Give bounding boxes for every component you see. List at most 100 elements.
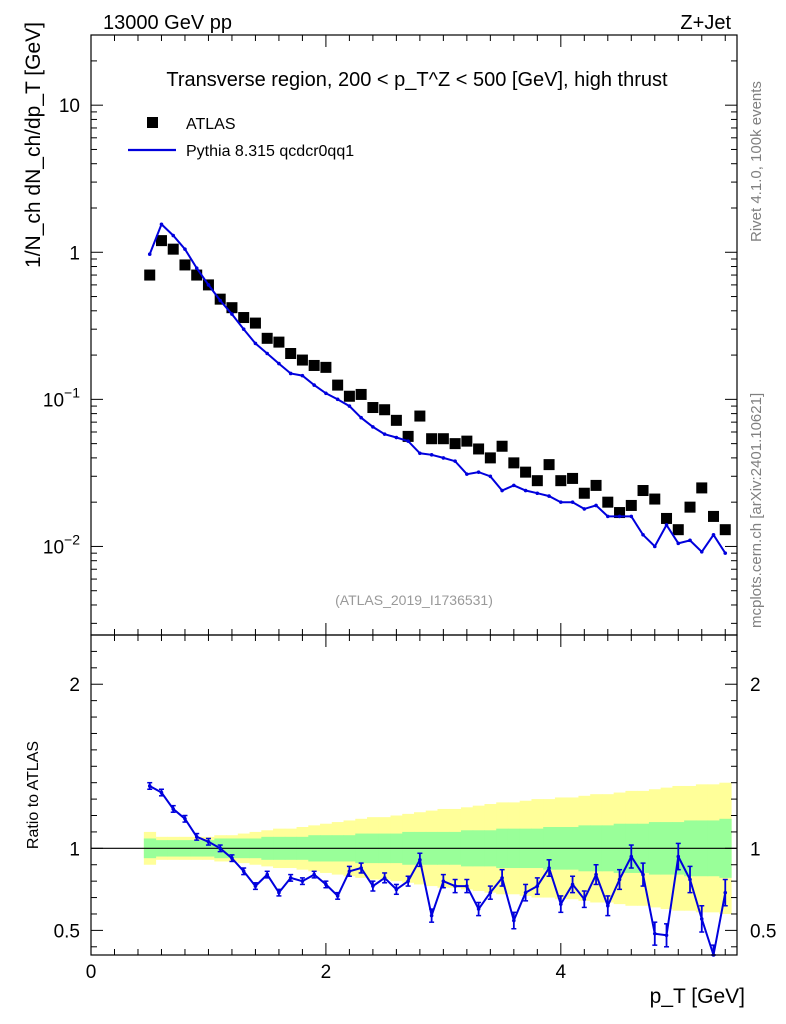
pythia-point bbox=[335, 397, 340, 402]
ratio-pythia-point bbox=[488, 890, 493, 895]
atlas-data-point bbox=[508, 457, 520, 469]
ratio-pythia-point bbox=[652, 931, 657, 936]
ratio-pythia-point bbox=[500, 876, 504, 880]
pythia-point bbox=[159, 222, 164, 227]
energy-label: 13000 GeV pp bbox=[103, 12, 232, 34]
atlas-data-point bbox=[426, 433, 438, 445]
pythia-point bbox=[617, 514, 622, 519]
pythia-point bbox=[183, 247, 187, 251]
atlas-data-point bbox=[167, 243, 179, 255]
pythia-point bbox=[312, 383, 316, 387]
ratio-pythia-point bbox=[476, 907, 481, 911]
process-label: Z+Jet bbox=[680, 12, 731, 34]
pythia-point bbox=[688, 538, 692, 543]
atlas-data-point bbox=[684, 501, 696, 513]
pythia-point bbox=[230, 312, 234, 316]
pythia-point bbox=[629, 514, 634, 519]
ratio-pythia-point bbox=[535, 884, 540, 888]
atlas-data-point bbox=[332, 379, 344, 391]
ratio-pythia-point bbox=[371, 884, 375, 888]
atlas-data-point bbox=[285, 348, 297, 360]
pythia-point bbox=[265, 351, 269, 356]
ratio-pythia-line bbox=[149, 785, 727, 956]
pythia-point bbox=[429, 452, 434, 457]
pythia-point bbox=[559, 500, 563, 504]
atlas-data-point bbox=[449, 438, 461, 450]
atlas-data-point bbox=[261, 332, 273, 344]
atlas-data-point bbox=[179, 259, 191, 271]
pythia-point bbox=[382, 432, 387, 436]
ratio-pythia-point bbox=[594, 872, 598, 877]
ratio-pythia-point bbox=[265, 872, 269, 877]
ratio-y-tick-label: 1 bbox=[69, 839, 80, 860]
atlas-data-point bbox=[296, 354, 308, 366]
pythia-point bbox=[500, 488, 504, 493]
pythia-point bbox=[194, 266, 199, 270]
atlas-data-point bbox=[578, 487, 590, 499]
atlas-data-point bbox=[531, 475, 543, 487]
ratio-y-tick-label: 2 bbox=[69, 675, 80, 696]
atlas-data-point bbox=[543, 459, 555, 471]
ratio-pythia-point bbox=[359, 866, 363, 870]
atlas-data-point bbox=[226, 302, 238, 314]
ratio-pythia-point bbox=[699, 917, 704, 921]
pythia-point bbox=[418, 451, 422, 456]
mcplots-label: mcplots.cern.ch [arXiv:2401.10621] bbox=[748, 392, 765, 628]
pythia-point bbox=[371, 425, 375, 429]
ratio-pythia-point bbox=[606, 903, 610, 908]
x-axis-label: p_T [GeV] bbox=[650, 985, 745, 1008]
x-tick-label: 2 bbox=[321, 962, 332, 983]
pythia-point bbox=[606, 514, 610, 519]
atlas-data-point bbox=[273, 336, 285, 348]
ratio-pythia-point bbox=[335, 894, 340, 898]
pythia-point bbox=[535, 491, 540, 496]
legend-marker-atlas bbox=[147, 117, 158, 128]
pythia-point bbox=[347, 404, 352, 408]
pythia-point bbox=[711, 532, 716, 537]
pythia-point bbox=[523, 488, 528, 493]
atlas-data-point bbox=[379, 404, 391, 416]
pythia-point bbox=[206, 283, 211, 287]
pythia-point bbox=[676, 541, 681, 546]
atlas-data-point bbox=[625, 499, 637, 511]
legend-label-atlas: ATLAS bbox=[186, 116, 236, 133]
y-tick-label: 1 bbox=[69, 243, 80, 264]
atlas-data-point bbox=[437, 433, 449, 445]
ratio-pythia-point bbox=[183, 816, 187, 821]
pythia-point bbox=[570, 500, 575, 504]
atlas-data-point bbox=[343, 390, 355, 402]
ratio-pythia-point bbox=[230, 856, 234, 860]
ratio-pythia-point bbox=[324, 882, 328, 887]
atlas-data-point bbox=[590, 479, 602, 491]
ratio-y-tick-label-right: 0.5 bbox=[750, 921, 776, 942]
atlas-data-point bbox=[249, 317, 261, 329]
ratio-pythia-point bbox=[206, 839, 211, 844]
ratio-pythia-point bbox=[523, 890, 528, 895]
pythia-point bbox=[300, 373, 305, 378]
ratio-pythia-point bbox=[582, 897, 587, 902]
atlas-data-point bbox=[672, 524, 684, 536]
rivet-version-label: Rivet 4.1.0, 100k events bbox=[748, 81, 765, 242]
ratio-pythia-point bbox=[312, 872, 316, 877]
pythia-point bbox=[512, 483, 516, 488]
atlas-data-point bbox=[414, 410, 426, 422]
ratio-y-axis-label: Ratio to ATLAS bbox=[25, 741, 42, 849]
pythia-point bbox=[441, 456, 446, 460]
analysis-watermark: (ATLAS_2019_I1736531) bbox=[335, 592, 493, 608]
pythia-point bbox=[652, 544, 657, 549]
ratio-pythia-point bbox=[171, 807, 176, 811]
ratio-pythia-point bbox=[382, 876, 387, 880]
ratio-pythia-point bbox=[277, 890, 281, 895]
ratio-pythia-point bbox=[147, 784, 152, 788]
atlas-data-point bbox=[484, 452, 496, 464]
pythia-point bbox=[359, 415, 363, 420]
pythia-point bbox=[241, 327, 246, 331]
atlas-data-point bbox=[308, 359, 320, 371]
pythia-point bbox=[253, 341, 258, 346]
atlas-data-point bbox=[708, 510, 720, 522]
y-tick-label: 10−1 bbox=[43, 384, 80, 411]
ratio-pythia-point bbox=[288, 876, 293, 880]
atlas-data-point bbox=[661, 512, 673, 524]
pythia-point bbox=[547, 494, 551, 498]
